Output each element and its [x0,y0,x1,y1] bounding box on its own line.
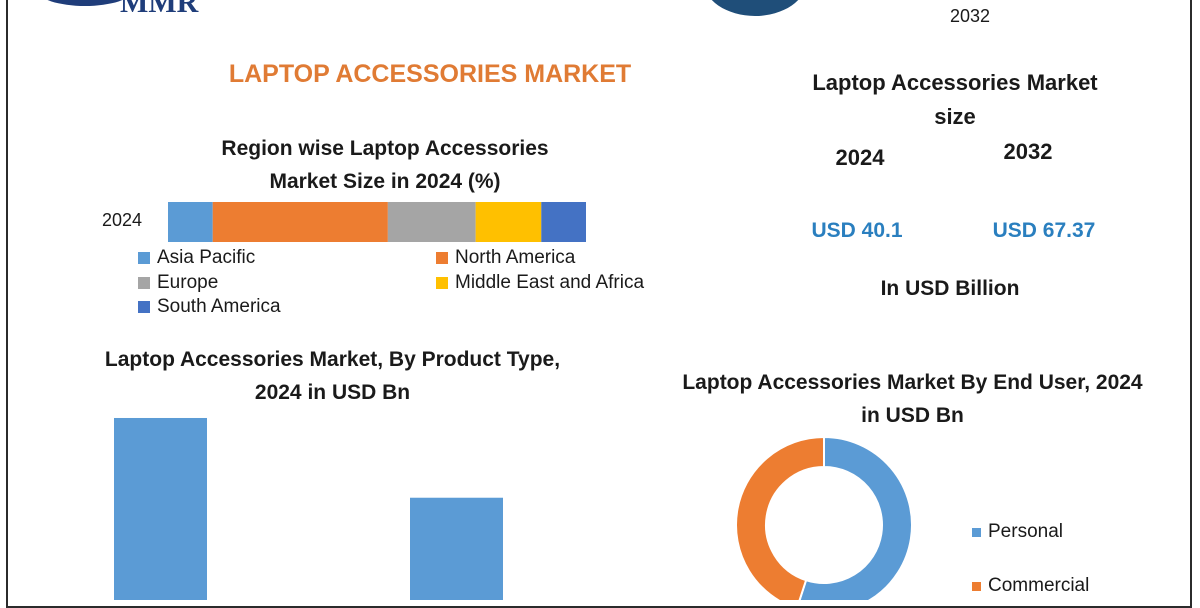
page-title: LAPTOP ACCESSORIES MARKET [228,60,632,88]
legend-europe: Europe [138,272,218,294]
donut-slice-personal [798,435,913,600]
mmr-logo-icon [47,0,123,6]
legend-swatch-north-america [436,252,448,264]
legend-asia-pacific: Asia Pacific [138,247,255,269]
region-chart-category-label: 2024 [102,210,143,230]
region-segment-middle-east-and-africa [475,202,542,242]
market-size-year-2032: 2032 [1003,139,1053,164]
legend-label: North America [455,247,576,268]
legend-swatch-south-america [138,301,150,313]
market-size-value-2032: USD 67.37 [992,219,1096,242]
legend-commercial: Commercial [972,575,1089,597]
market-size-title: Laptop Accessories Market size [812,70,1098,129]
region-stacked-bar [168,202,586,242]
legend-label: Commercial [988,575,1090,596]
legend-middle-east-africa: Middle East and Africa [436,272,644,294]
legend-south-america: South America [138,296,281,318]
legend-swatch-asia-pacific [138,252,150,264]
region-chart-title: Region wise Laptop Accessories Market Si… [221,137,549,193]
region-segment-north-america [212,202,388,242]
market-size-value-2024: USD 40.1 [811,219,903,242]
legend-label: South America [157,296,281,317]
region-segment-asia-pacific [168,202,213,242]
globe-emblem-icon [711,0,799,16]
legend-label: Europe [157,272,219,293]
donut-slice-commercial [735,435,825,600]
legend-label: Personal [988,521,1063,542]
legend-swatch-personal [972,527,981,537]
product-bar-chart [114,417,503,600]
product-bar-1 [114,417,207,600]
legend-swatch-commercial [972,581,981,591]
legend-swatch-middle-east-africa [436,277,448,289]
legend-personal: Personal [972,521,1063,543]
header-year-caption: 2032 [950,6,991,26]
market-size-year-2024: 2024 [835,145,885,170]
product-chart-title: Laptop Accessories Market, By Product Ty… [104,348,561,404]
legend-north-america: North America [436,247,575,269]
region-segment-south-america [541,202,586,242]
market-size-unit: In USD Billion [880,277,1020,300]
legend-label: Middle East and Africa [455,272,645,293]
product-bar-2 [410,497,503,600]
legend-swatch-europe [138,277,150,289]
logo-text: MMR [120,0,199,19]
region-segment-europe [387,202,476,242]
legend-label: Asia Pacific [157,247,256,268]
enduser-chart-title: Laptop Accessories Market By End User, 2… [682,371,1143,427]
enduser-donut-chart [735,435,913,600]
